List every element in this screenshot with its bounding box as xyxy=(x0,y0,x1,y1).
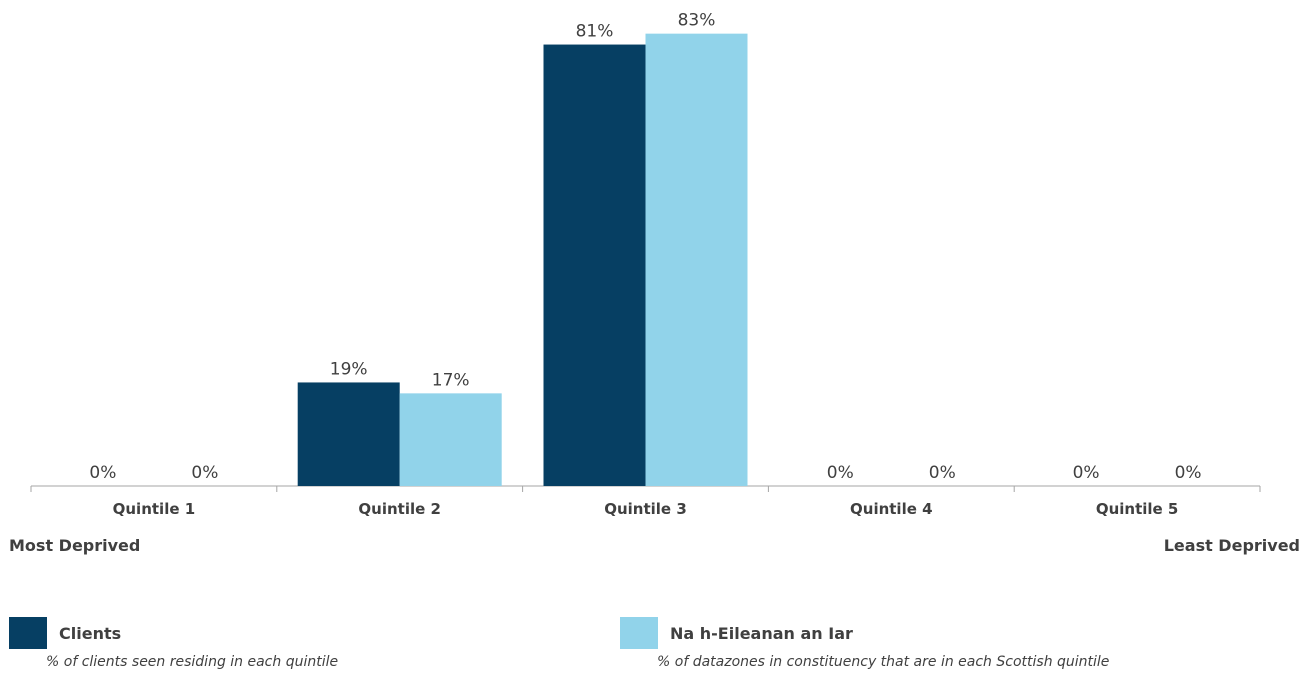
data-label: 17% xyxy=(432,370,470,390)
axis-left-end-label: Most Deprived xyxy=(9,536,141,555)
data-label: 0% xyxy=(1073,463,1100,483)
data-label: 81% xyxy=(576,22,614,42)
axis-right-end-label: Least Deprived xyxy=(1163,536,1300,555)
x-tick-label: Quintile 4 xyxy=(850,500,933,518)
x-tick-label: Quintile 5 xyxy=(1096,500,1179,518)
legend-description-constituency: % of datazones in constituency that are … xyxy=(657,654,1110,670)
data-label: 0% xyxy=(191,463,218,483)
x-tick-label: Quintile 2 xyxy=(358,500,441,518)
data-label: 0% xyxy=(89,463,116,483)
legend-swatch-clients xyxy=(9,617,47,649)
legend-swatch-constituency xyxy=(620,617,658,649)
data-label: 19% xyxy=(330,359,368,379)
x-tick-label: Quintile 3 xyxy=(604,500,687,518)
legend-label-clients: Clients xyxy=(59,624,122,643)
bar xyxy=(645,33,748,487)
bar-chart: Quintile 1 0% 0% Quintile 2 19% 17% Quintile 3… xyxy=(30,11,1261,518)
data-label: 0% xyxy=(827,463,854,483)
x-tick-label: Quintile 1 xyxy=(113,500,196,518)
bar xyxy=(543,44,646,487)
data-label: 83% xyxy=(678,11,716,31)
bar xyxy=(399,393,502,486)
data-label: 0% xyxy=(1175,463,1202,483)
legend-label-constituency: Na h-Eileanan an Iar xyxy=(670,624,853,643)
bar xyxy=(297,382,400,486)
legend-description-clients: % of clients seen residing in each quint… xyxy=(46,654,339,670)
data-label: 0% xyxy=(929,463,956,483)
